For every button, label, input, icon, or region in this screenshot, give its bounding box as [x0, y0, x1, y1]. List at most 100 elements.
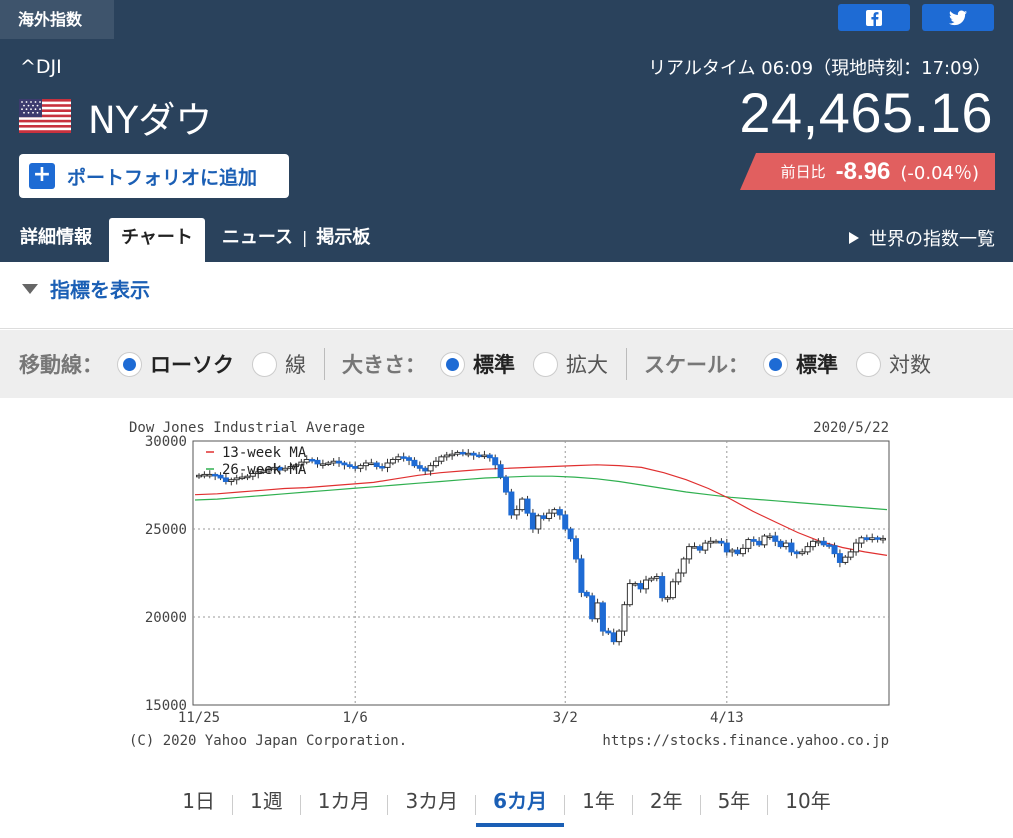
- change-label: 前日比: [780, 163, 826, 181]
- candle-body: [750, 539, 757, 542]
- candle-body: [804, 546, 811, 553]
- candle-body: [610, 632, 617, 643]
- candle-body: [567, 528, 574, 540]
- show-indicators-label: 指標を表示: [50, 278, 150, 302]
- triangle-down-icon: [22, 283, 38, 294]
- option-size-large[interactable]: 拡大: [533, 349, 608, 379]
- candle: [745, 537, 752, 553]
- tab-board[interactable]: 掲示板: [316, 227, 371, 248]
- candle: [702, 539, 709, 554]
- period-2y[interactable]: 2年: [649, 789, 683, 813]
- candle-body: [373, 462, 380, 468]
- candle-body: [863, 537, 870, 541]
- tab-details[interactable]: 詳細情報: [20, 227, 92, 248]
- candle: [449, 449, 456, 460]
- candle: [546, 508, 553, 522]
- candle-body: [244, 475, 251, 479]
- candle-body: [853, 542, 860, 553]
- tab-chart[interactable]: チャート: [109, 218, 205, 262]
- period-1y[interactable]: 1年: [582, 789, 615, 813]
- candle-body: [432, 460, 439, 467]
- nav-separator: |: [301, 228, 308, 247]
- option-size-standard[interactable]: 標準: [440, 349, 515, 379]
- legend-label: 13-week MA: [222, 445, 307, 461]
- candle-body: [266, 468, 273, 472]
- candle-body: [249, 473, 256, 477]
- candle-body: [486, 454, 493, 459]
- candle-body: [551, 509, 558, 514]
- candle-body: [723, 542, 730, 553]
- candle-body: [481, 454, 488, 458]
- candle-body: [664, 597, 671, 600]
- option-line[interactable]: 線: [252, 349, 306, 379]
- facebook-icon: [866, 9, 882, 26]
- triangle-right-icon: [849, 232, 859, 244]
- radio-selected-icon[interactable]: [117, 351, 142, 377]
- x-tick-label: 4/13: [710, 710, 744, 726]
- candle: [287, 462, 294, 472]
- twitter-share-button[interactable]: [922, 4, 994, 31]
- divider: [699, 795, 701, 815]
- candle: [341, 460, 348, 470]
- candle: [761, 533, 768, 548]
- candle-body: [680, 558, 687, 574]
- candle: [788, 538, 795, 556]
- candle: [589, 592, 596, 622]
- candle-body: [815, 540, 822, 544]
- candle-body: [196, 474, 202, 478]
- facebook-share-button[interactable]: [838, 4, 910, 31]
- option-scale-standard[interactable]: 標準: [763, 349, 838, 379]
- candle-body: [222, 477, 229, 482]
- candle: [820, 537, 827, 547]
- us-flag-icon: [19, 99, 71, 133]
- option-candlestick-label: ローソク: [150, 353, 234, 377]
- candle-body: [734, 549, 741, 555]
- show-indicators-toggle[interactable]: 指標を表示: [22, 274, 150, 303]
- period-selector: 1日 1週 1カ月 3カ月 6カ月 1年 2年 5年 10年: [0, 783, 1013, 827]
- candle-body: [443, 454, 450, 458]
- option-candlestick[interactable]: ローソク: [117, 349, 234, 379]
- candle-body: [395, 456, 402, 460]
- period-1d[interactable]: 1日: [182, 789, 215, 813]
- candle: [470, 451, 477, 460]
- y-tick-label: 20000: [145, 610, 187, 626]
- radio-icon[interactable]: [252, 351, 277, 377]
- radio-icon[interactable]: [856, 351, 881, 377]
- x-tick-label: 3/2: [553, 710, 578, 726]
- candle-body: [454, 451, 461, 455]
- candle-body: [809, 540, 816, 548]
- candle-body: [643, 579, 650, 590]
- add-to-portfolio-button[interactable]: + ポートフォリオに追加: [19, 154, 289, 198]
- option-scale-log[interactable]: 対数: [856, 349, 931, 379]
- category-tab[interactable]: 海外指数: [0, 0, 114, 39]
- world-indices-link[interactable]: 世界の指数一覧: [849, 225, 995, 251]
- candle: [416, 461, 423, 472]
- radio-selected-icon[interactable]: [440, 351, 465, 377]
- divider: [231, 795, 233, 815]
- period-10y[interactable]: 10年: [785, 789, 831, 813]
- period-1m[interactable]: 1カ月: [317, 789, 371, 813]
- tab-news[interactable]: ニュース: [221, 227, 293, 248]
- candle-body: [492, 457, 499, 466]
- candle: [411, 457, 418, 468]
- current-price: 24,465.16: [739, 81, 993, 144]
- radio-selected-icon[interactable]: [763, 351, 788, 377]
- candle: [750, 536, 757, 547]
- candle-body: [637, 583, 644, 590]
- candle-body: [578, 558, 585, 593]
- candle: [772, 531, 779, 547]
- candle-body: [589, 595, 596, 620]
- candle: [659, 572, 666, 602]
- candle-body: [696, 546, 703, 551]
- candle: [535, 513, 542, 534]
- candle-body: [325, 462, 332, 465]
- period-5y[interactable]: 5年: [717, 789, 751, 813]
- candle: [599, 600, 606, 636]
- candle: [260, 468, 267, 474]
- chart-options-bar: 移動線： ローソク 線 大きさ： 標準 拡大 スケール： 標準 対数: [0, 330, 1013, 398]
- period-6m[interactable]: 6カ月: [476, 783, 565, 827]
- radio-icon[interactable]: [533, 351, 558, 377]
- candle: [497, 460, 504, 480]
- period-3m[interactable]: 3カ月: [405, 789, 459, 813]
- period-1w[interactable]: 1週: [249, 789, 283, 813]
